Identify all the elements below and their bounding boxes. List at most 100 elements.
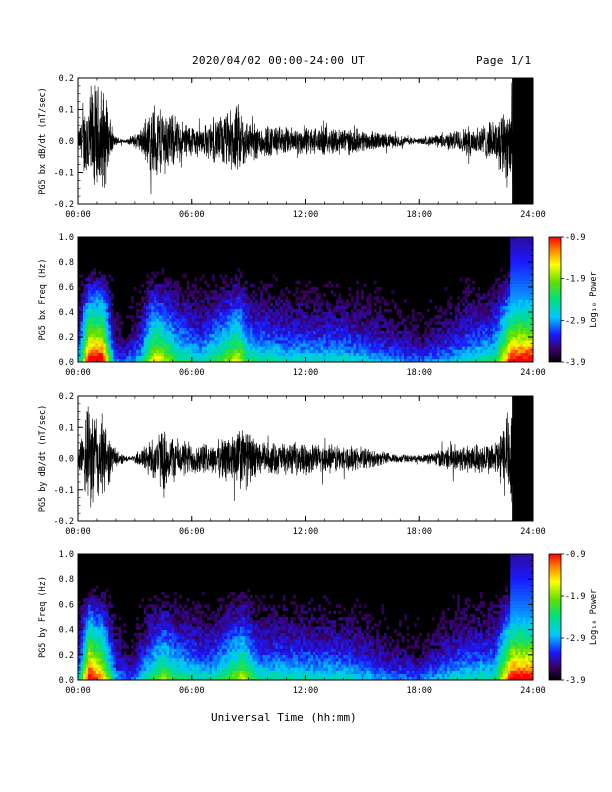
spectrogram-cell: [434, 346, 438, 350]
spectrogram-cell: [320, 346, 324, 350]
spectrogram-cell: [457, 337, 460, 341]
spectrogram-cell: [361, 330, 364, 335]
spectrogram-cell: [93, 670, 96, 674]
spectrogram-cell: [424, 340, 428, 344]
spectrogram-cell: [348, 340, 352, 344]
spectrogram-cell: [158, 315, 162, 319]
spectrogram-cell: [310, 346, 314, 350]
spectrogram-cell: [163, 287, 167, 291]
spectrogram-cell: [237, 290, 241, 294]
spectrogram-cell: [522, 290, 526, 294]
spectrogram-cell: [436, 349, 440, 353]
spectrogram-cell: [108, 676, 112, 681]
spectrogram-cell: [449, 296, 453, 300]
spectrogram-cell: [411, 333, 415, 338]
spectrogram-cell: [376, 327, 380, 332]
spectrogram-cell: [126, 340, 129, 344]
spectrogram-cell: [156, 287, 160, 291]
spectrogram-cell: [510, 249, 514, 253]
spectrogram-cell: [505, 355, 509, 360]
spectrogram-cell: [103, 337, 107, 341]
spectrogram-cell: [363, 333, 367, 338]
spectrogram-cell: [163, 355, 167, 360]
spectrogram-cell: [186, 287, 190, 291]
spectrogram-cell: [300, 337, 304, 341]
spectrogram-cell: [454, 321, 458, 325]
spectrogram-cell: [318, 343, 321, 347]
spectrogram-cell: [396, 312, 400, 316]
spectrogram-cell: [356, 296, 359, 300]
spectrogram-cell: [510, 287, 514, 291]
spectrogram-cell: [363, 358, 367, 363]
spectrogram-cell: [126, 676, 129, 681]
spectrogram-cell: [161, 290, 165, 294]
spectrogram-cell: [242, 358, 246, 363]
spectrogram-cell: [249, 358, 253, 363]
spectrogram-cell: [156, 355, 160, 360]
spectrogram-cell: [95, 661, 99, 665]
spectrogram-cell: [323, 337, 327, 341]
spectrogram-cell: [368, 327, 372, 332]
spectrogram-cell: [275, 312, 278, 316]
spectrogram-cell: [297, 346, 301, 350]
spectrogram-cell: [148, 632, 152, 637]
spectrogram-cell: [93, 293, 96, 297]
spectrogram-cell: [500, 355, 503, 360]
spectrogram-cell: [136, 340, 139, 344]
spectrogram-cell: [88, 290, 91, 294]
spectrogram-cell: [439, 321, 443, 325]
spectrogram-cell: [313, 340, 316, 344]
spectrogram-cell: [484, 340, 488, 344]
spectrogram-cell: [176, 283, 180, 288]
spectrogram-cell: [247, 340, 251, 344]
spectrogram-cell: [302, 340, 306, 344]
spectrogram-cell: [141, 670, 145, 674]
spectrogram-cell: [527, 280, 531, 285]
spectrogram-cell: [179, 290, 182, 294]
spectrogram-cell: [391, 290, 395, 294]
spectrogram-cell: [290, 340, 294, 344]
spectrogram-cell: [189, 327, 193, 332]
spectrogram-cell: [472, 315, 476, 319]
spectrogram-cell: [338, 337, 342, 341]
spectrogram-cell: [120, 657, 124, 662]
spectrogram-cell: [88, 302, 91, 307]
spectrogram-cell: [103, 343, 107, 347]
spectrogram-cell: [515, 283, 519, 288]
spectrogram-cell: [108, 626, 112, 630]
spectrogram-cell: [209, 308, 213, 313]
spectrogram-cell: [290, 352, 294, 357]
spectrogram-cell: [257, 358, 261, 363]
spectrogram-cell: [131, 340, 134, 344]
spectrogram-cell: [83, 352, 86, 357]
spectrogram-cell: [201, 337, 205, 341]
spectrogram-cell: [186, 343, 190, 347]
spectrogram-cell: [108, 651, 112, 656]
spectrogram-cell: [133, 670, 137, 674]
spectrogram-cell: [156, 293, 160, 297]
spectrogram-cell: [242, 327, 246, 332]
spectrogram-cell: [103, 594, 107, 599]
spectrogram-cell: [98, 604, 102, 608]
spectrogram-cell: [201, 274, 205, 278]
spectrogram-cell: [318, 358, 321, 363]
spectrogram-cell: [449, 312, 453, 316]
spectrogram-cell: [161, 591, 165, 596]
spectrogram-cell: [386, 352, 390, 357]
spectrogram-cell: [143, 639, 147, 643]
spectrogram-cell: [105, 635, 109, 640]
spectrogram-cell: [161, 299, 165, 303]
spectrogram-cell: [444, 327, 448, 332]
spectrogram-cell: [143, 670, 147, 674]
spectrogram-cell: [517, 355, 521, 360]
spectrogram-cell: [338, 293, 342, 297]
spectrogram-cell: [252, 296, 256, 300]
spectrogram-cell: [300, 302, 304, 307]
spectrogram-cell: [520, 355, 524, 360]
spectrogram-cell: [204, 318, 208, 322]
spectrogram-cell: [474, 352, 478, 357]
spectrogram-cell: [302, 302, 306, 307]
spectrogram-cell: [239, 358, 243, 363]
spectrogram-cell: [409, 330, 412, 335]
spectrogram-cell: [146, 324, 150, 328]
